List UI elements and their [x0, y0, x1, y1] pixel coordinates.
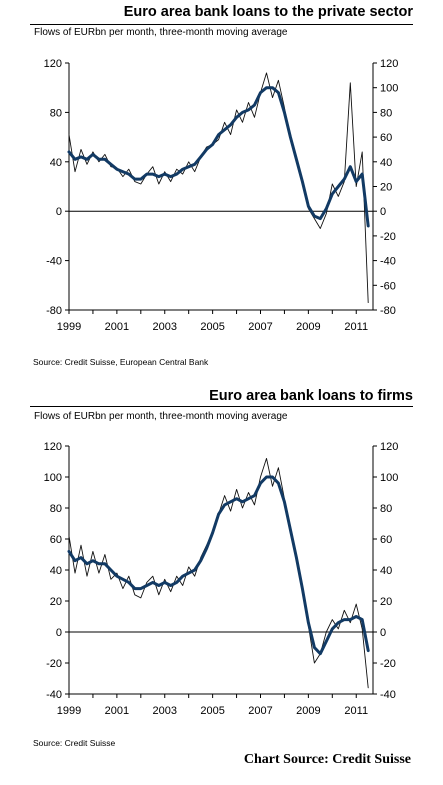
- left-tick-label: 120: [44, 58, 62, 70]
- x-tick-label: 2001: [105, 705, 129, 717]
- left-tick-label: 80: [50, 503, 62, 515]
- left-tick-label: 120: [44, 441, 62, 453]
- left-tick-label: 20: [50, 596, 62, 608]
- right-tick-label: 60: [380, 534, 392, 546]
- left-tick-label: 60: [50, 534, 62, 546]
- right-tick-label: -20: [380, 658, 396, 670]
- right-tick-label: -20: [380, 231, 396, 243]
- chart-panel-private-sector: Euro area bank loans to the private sect…: [0, 0, 443, 370]
- chart-subtitle: Flows of EURbn per month, three-month mo…: [34, 27, 288, 38]
- right-tick-label: 120: [380, 58, 398, 70]
- x-tick-label: 1999: [57, 705, 81, 717]
- left-tick-label: 40: [50, 157, 62, 169]
- left-tick-label: 80: [50, 107, 62, 119]
- x-tick-label: 2005: [200, 321, 224, 333]
- right-tick-label: 20: [380, 596, 392, 608]
- right-tick-label: 20: [380, 182, 392, 194]
- right-tick-label: 80: [380, 503, 392, 515]
- series-line-average: [67, 475, 370, 656]
- chart-title: Euro area bank loans to the private sect…: [123, 4, 413, 20]
- x-tick-label: 2009: [296, 705, 320, 717]
- left-tick-label: -80: [46, 305, 62, 317]
- right-tick-label: 100: [380, 83, 398, 95]
- left-tick-label: 100: [44, 472, 62, 484]
- right-tick-label: -40: [380, 256, 396, 268]
- x-tick-label: 2011: [344, 705, 368, 717]
- chart-plot: -80 -40 0 40 80 120 -80 -60 -40 -20 0 20 40 60 80 100 12…: [44, 58, 399, 333]
- chart-title: Euro area bank loans to firms: [209, 388, 413, 404]
- title-rule: [30, 406, 413, 407]
- right-tick-label: 0: [380, 627, 386, 639]
- right-tick-label: -80: [380, 305, 396, 317]
- chart-panel-firms: Euro area bank loans to firms Flows of E…: [30, 388, 413, 748]
- left-tick-label: -20: [46, 658, 62, 670]
- right-tick-label: 0: [380, 206, 386, 218]
- right-tick-label: 80: [380, 107, 392, 119]
- right-tick-label: -60: [380, 280, 396, 292]
- chart-source: Source: Credit Suisse: [33, 738, 116, 748]
- x-tick-label: 2011: [344, 321, 368, 333]
- right-tick-label: 40: [380, 565, 392, 577]
- left-tick-label: 40: [50, 565, 62, 577]
- right-tick-label: 100: [380, 472, 398, 484]
- left-tick-label: -40: [46, 689, 62, 701]
- right-tick-label: 60: [380, 132, 392, 144]
- x-tick-label: 2009: [296, 321, 320, 333]
- left-tick-label: -40: [46, 256, 62, 268]
- x-tick-label: 2005: [200, 705, 224, 717]
- chart-subtitle: Flows of EURbn per month, three-month mo…: [34, 411, 288, 422]
- x-tick-label: 2007: [248, 321, 272, 333]
- left-tick-label: 0: [56, 206, 62, 218]
- x-tick-label: 2007: [248, 705, 272, 717]
- chart-credit: Chart Source: Credit Suisse: [243, 752, 411, 767]
- chart-source: Source: Credit Suisse, European Central …: [33, 357, 209, 367]
- right-tick-label: 40: [380, 157, 392, 169]
- x-tick-label: 1999: [57, 321, 81, 333]
- x-tick-label: 2001: [105, 321, 129, 333]
- right-tick-label: 120: [380, 441, 398, 453]
- left-tick-label: 0: [56, 627, 62, 639]
- right-tick-label: -40: [380, 689, 396, 701]
- title-rule: [30, 24, 413, 25]
- chart-plot: -40 -20 0 20 40 60 80 100 120 -40 -20 0 20 40 60 80 100 1…: [44, 441, 399, 717]
- series-line-average: [67, 86, 370, 228]
- x-tick-label: 2003: [153, 705, 177, 717]
- x-tick-label: 2003: [153, 321, 177, 333]
